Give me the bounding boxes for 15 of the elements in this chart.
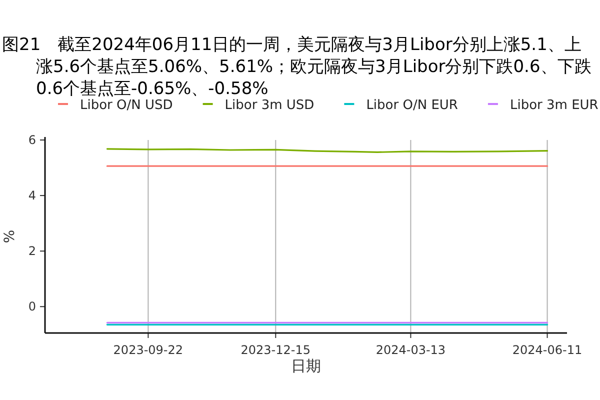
y-tick-label: 6 xyxy=(28,133,36,147)
y-tick-label: 4 xyxy=(28,188,36,203)
x-tick-label: 2024-06-11 xyxy=(512,343,582,357)
x-axis-title: 日期 xyxy=(291,357,321,375)
y-tick-label: 0 xyxy=(28,300,36,314)
x-tick-label: 2023-09-22 xyxy=(113,343,184,357)
legend-label: Libor 3m USD xyxy=(224,98,314,113)
legend-label: Libor O/N EUR xyxy=(366,98,458,113)
y-axis-title: % xyxy=(2,230,18,244)
legend-label: Libor 3m EUR xyxy=(510,98,598,113)
x-tick-label: 2023-12-15 xyxy=(240,343,311,357)
x-tick-label: 2024-03-13 xyxy=(376,343,446,357)
chart-title: 图21 截至2024年06月11日的一周，美元隔夜与3月Libor分别上涨5.1、上涨5.6个基点至5.06%、5.61%；欧元隔夜与3月Libor分别下跌0.6、下跌0.6个基点至-0.65%、-0.58% xyxy=(2,35,592,99)
legend-label: Libor O/N USD xyxy=(80,98,173,113)
y-tick-label: 2 xyxy=(28,244,36,258)
